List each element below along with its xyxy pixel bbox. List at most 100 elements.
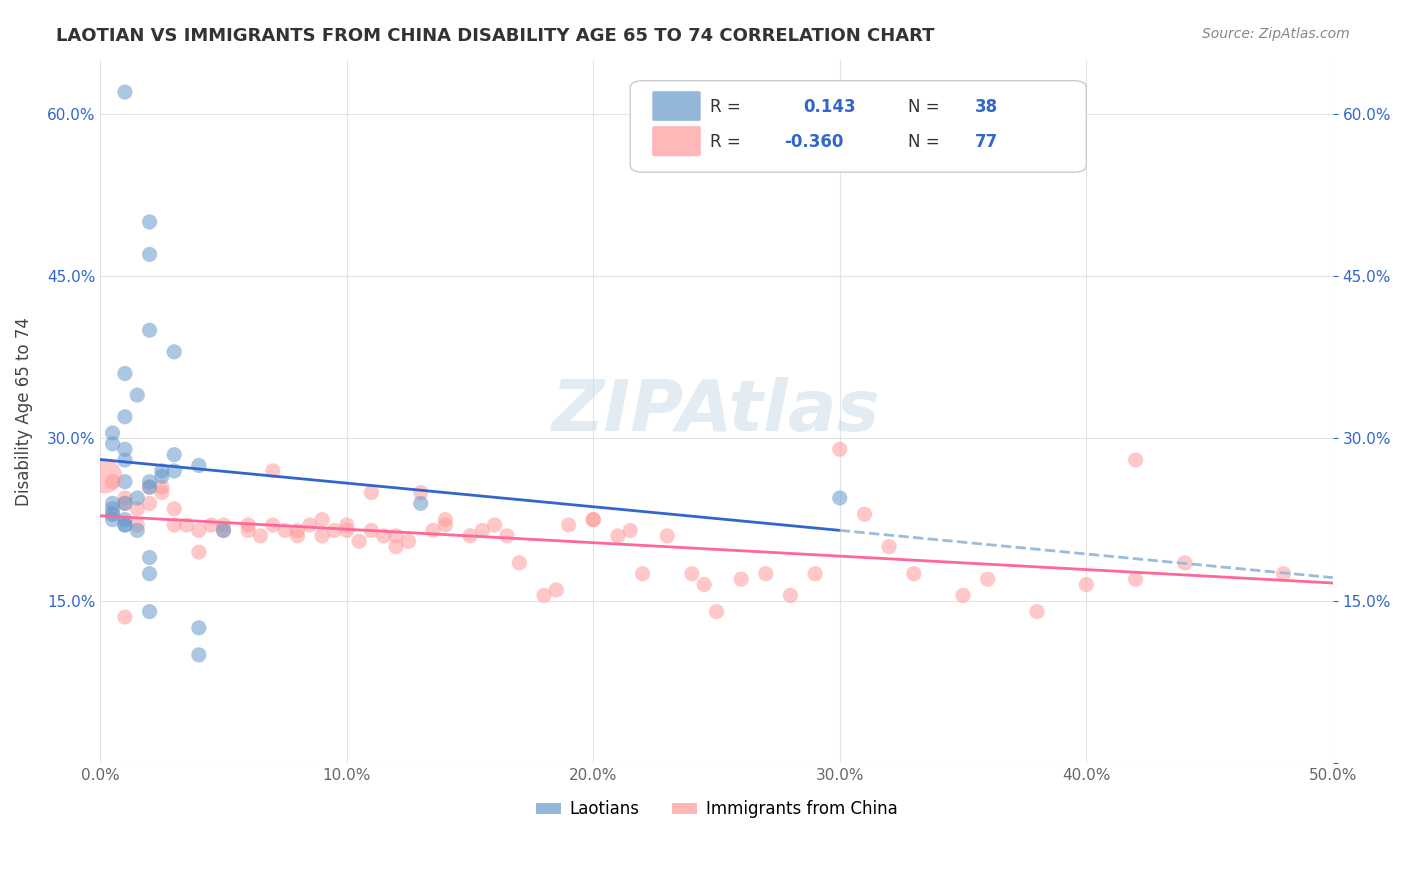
Point — [114, 491, 136, 505]
Point — [101, 496, 124, 510]
Point — [187, 545, 209, 559]
Point — [101, 513, 124, 527]
Point — [114, 513, 136, 527]
Point — [101, 507, 124, 521]
Point — [187, 458, 209, 473]
Point — [127, 388, 149, 402]
Point — [508, 556, 530, 570]
Point — [681, 566, 703, 581]
Point — [150, 464, 173, 478]
Point — [114, 475, 136, 489]
Point — [287, 529, 309, 543]
Point — [582, 513, 605, 527]
Point — [212, 518, 235, 533]
Point — [187, 621, 209, 635]
Point — [373, 529, 395, 543]
Text: Source: ZipAtlas.com: Source: ZipAtlas.com — [1202, 27, 1350, 41]
Point — [458, 529, 481, 543]
Point — [323, 524, 346, 538]
Point — [434, 513, 457, 527]
Point — [1174, 556, 1197, 570]
Point — [274, 524, 297, 538]
Point — [1125, 453, 1147, 467]
Point — [336, 524, 359, 538]
Point — [236, 524, 259, 538]
Point — [127, 491, 149, 505]
Point — [138, 480, 160, 494]
Point — [138, 247, 160, 261]
Point — [114, 409, 136, 424]
Point — [1026, 605, 1049, 619]
Point — [631, 566, 654, 581]
Point — [127, 518, 149, 533]
Point — [138, 496, 160, 510]
Point — [434, 518, 457, 533]
Point — [138, 215, 160, 229]
Point — [828, 491, 851, 505]
Point — [163, 518, 186, 533]
Point — [187, 524, 209, 538]
Point — [853, 507, 876, 521]
Point — [693, 577, 716, 591]
Point — [1076, 577, 1098, 591]
Point — [150, 469, 173, 483]
Point — [546, 582, 568, 597]
Text: N =: N = — [907, 98, 945, 116]
Text: 38: 38 — [976, 98, 998, 116]
Point — [249, 529, 271, 543]
Point — [163, 501, 186, 516]
Point — [127, 501, 149, 516]
FancyBboxPatch shape — [652, 127, 700, 156]
Point — [706, 605, 728, 619]
Point — [409, 496, 432, 510]
Point — [150, 480, 173, 494]
Point — [657, 529, 679, 543]
Point — [187, 648, 209, 662]
Point — [952, 588, 974, 602]
Point — [730, 572, 752, 586]
FancyBboxPatch shape — [652, 91, 700, 120]
Point — [200, 518, 222, 533]
Point — [606, 529, 628, 543]
Point — [262, 464, 284, 478]
Text: R =: R = — [710, 98, 747, 116]
Text: 77: 77 — [976, 133, 998, 151]
Point — [176, 518, 198, 533]
Point — [484, 518, 506, 533]
Point — [360, 524, 382, 538]
Point — [114, 610, 136, 624]
FancyBboxPatch shape — [630, 80, 1087, 172]
Point — [114, 442, 136, 457]
Point — [1125, 572, 1147, 586]
Text: ZIPAtlas: ZIPAtlas — [553, 376, 880, 446]
Point — [311, 513, 333, 527]
Legend: Laotians, Immigrants from China: Laotians, Immigrants from China — [529, 794, 904, 825]
Point — [471, 524, 494, 538]
Point — [557, 518, 579, 533]
Point — [150, 485, 173, 500]
Point — [94, 469, 117, 483]
Point — [101, 425, 124, 440]
Text: LAOTIAN VS IMMIGRANTS FROM CHINA DISABILITY AGE 65 TO 74 CORRELATION CHART: LAOTIAN VS IMMIGRANTS FROM CHINA DISABIL… — [56, 27, 935, 45]
Point — [114, 85, 136, 99]
Point — [163, 344, 186, 359]
Point — [138, 605, 160, 619]
Point — [212, 524, 235, 538]
Point — [114, 496, 136, 510]
Point — [101, 507, 124, 521]
Point — [582, 513, 605, 527]
Point — [138, 480, 160, 494]
Point — [163, 464, 186, 478]
Point — [138, 323, 160, 337]
Point — [101, 437, 124, 451]
Point — [347, 534, 370, 549]
Y-axis label: Disability Age 65 to 74: Disability Age 65 to 74 — [15, 317, 32, 506]
Point — [903, 566, 925, 581]
Point — [976, 572, 998, 586]
Point — [101, 501, 124, 516]
Point — [533, 588, 555, 602]
Point — [779, 588, 801, 602]
Point — [877, 540, 900, 554]
Point — [804, 566, 827, 581]
Point — [138, 475, 160, 489]
